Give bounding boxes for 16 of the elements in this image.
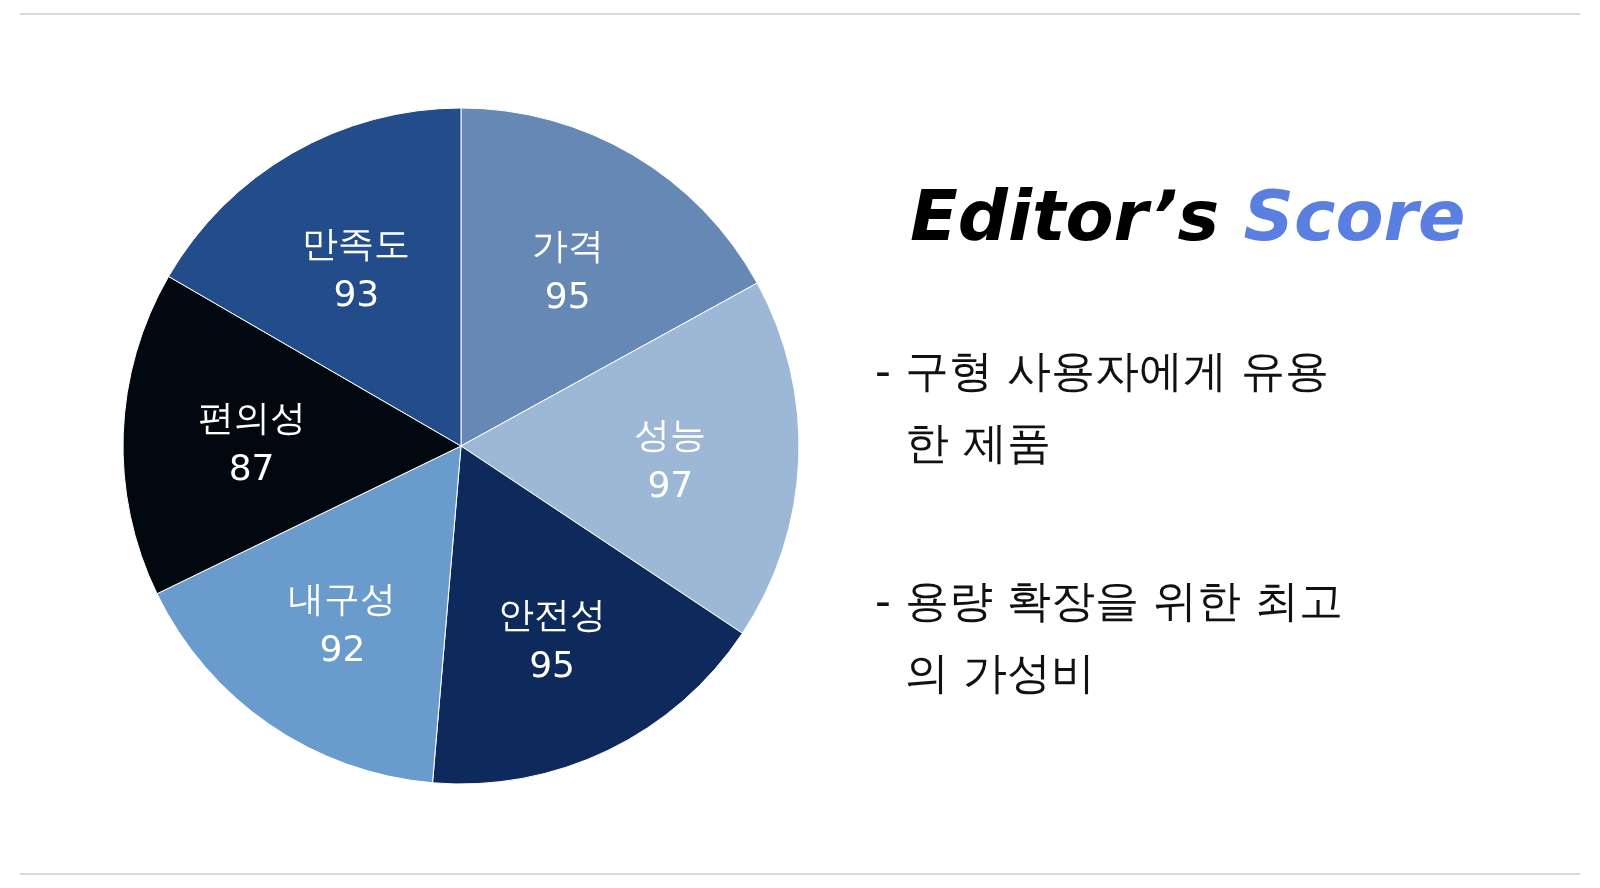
text: Editor’s Score — [910, 175, 1466, 257]
data-label: 92 — [319, 627, 366, 669]
data-label: 93 — [333, 273, 380, 315]
slice-label: 성능 — [634, 413, 707, 455]
slice-label: 안전성 — [498, 593, 607, 635]
pie: 가격 95 성능 97 안전성 95 내구성 92 편의성 87 만족도 93 — [122, 107, 800, 785]
text: - 구형 사용자에게 유용한 제품 — [875, 344, 1330, 470]
data-label: 87 — [228, 447, 275, 489]
slice-label: 만족도 — [302, 223, 411, 265]
slice-label: 가격 — [531, 224, 604, 266]
data-label: 95 — [529, 643, 575, 685]
text: - 용량 확장을 위한 최고의 가성비 — [875, 574, 1344, 700]
data-label: 95 — [544, 274, 591, 316]
slice-label: 편의성 — [197, 397, 306, 439]
data-label: 97 — [647, 463, 694, 505]
slice-label: 내구성 — [288, 577, 397, 619]
